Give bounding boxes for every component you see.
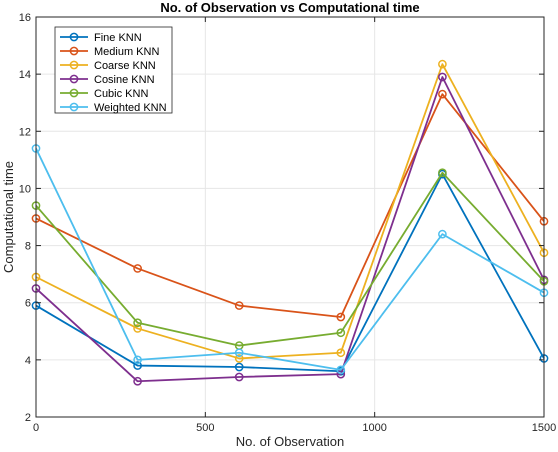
x-axis-label: No. of Observation (236, 434, 344, 449)
series-layer (31, 59, 549, 386)
series-line (35, 171, 545, 347)
data-point (336, 312, 346, 322)
legend-label: Medium KNN (94, 46, 159, 58)
series-line (35, 173, 545, 373)
data-point (234, 348, 244, 358)
data-point (133, 264, 142, 273)
data-point (438, 59, 447, 69)
y-tick-label: 10 (19, 183, 31, 195)
series-line (35, 63, 545, 360)
legend-label: Fine KNN (94, 32, 142, 44)
x-tick-label: 0 (33, 422, 39, 434)
data-point (438, 229, 447, 239)
chart-title: No. of Observation vs Computational time (160, 0, 419, 15)
data-point (438, 89, 447, 99)
legend-label: Weighted KNN (94, 102, 167, 114)
legend-marker (69, 74, 79, 84)
data-point (438, 168, 447, 178)
legend-label: Cubic KNN (94, 88, 148, 100)
legend-box (54, 26, 173, 114)
x-tick-label: 1000 (362, 422, 386, 434)
x-tick-label: 500 (196, 422, 214, 434)
y-tick-label: 8 (25, 241, 31, 253)
data-point (133, 324, 142, 333)
y-tick-label: 2 (25, 412, 31, 424)
data-point (438, 72, 447, 82)
legend-marker (69, 46, 79, 56)
plot-frame (35, 16, 545, 418)
data-point (234, 372, 244, 382)
legend-marker (69, 32, 79, 42)
legend-marker (69, 102, 79, 112)
data-point (336, 328, 346, 338)
axis-ticks: 0 500 1000 1500 2 4 6 8 10 12 14 16 (19, 12, 556, 434)
y-tick-label: 14 (19, 69, 31, 81)
x-tick-label: 1500 (532, 422, 556, 434)
data-point (133, 355, 142, 365)
data-point (234, 362, 244, 372)
legend-label: Coarse KNN (94, 60, 156, 72)
data-point (133, 376, 142, 386)
y-tick-label: 16 (19, 12, 31, 24)
legend-marker (69, 88, 79, 98)
series-line (35, 93, 545, 318)
data-point (336, 365, 346, 375)
data-point (133, 361, 142, 370)
data-point (234, 354, 244, 363)
legend: Fine KNN Medium KNN Coarse KNN Cosine KNN Cu… (54, 26, 173, 114)
data-point (336, 348, 346, 358)
data-point (133, 318, 142, 328)
series-line (35, 148, 545, 371)
data-point (234, 301, 244, 310)
series-line (35, 76, 545, 383)
y-axis-label: Computational time (1, 161, 16, 273)
legend-marker (69, 60, 79, 70)
y-tick-label: 4 (25, 355, 31, 367)
y-tick-label: 12 (19, 126, 31, 138)
legend-label: Cosine KNN (94, 74, 155, 86)
grid-lines (35, 16, 545, 418)
y-tick-label: 6 (25, 298, 31, 310)
